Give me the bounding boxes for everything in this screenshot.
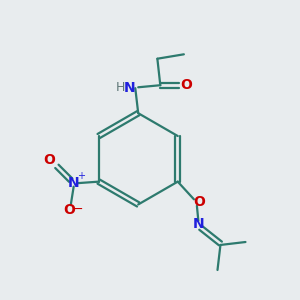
Text: −: − [73,202,83,215]
Text: O: O [180,78,192,92]
Text: H: H [115,81,125,94]
Text: N: N [193,217,204,231]
Text: +: + [77,171,85,181]
Text: N: N [68,176,80,190]
Text: O: O [63,202,75,217]
Text: N: N [124,81,136,95]
Text: O: O [43,154,55,167]
Text: O: O [193,195,205,209]
